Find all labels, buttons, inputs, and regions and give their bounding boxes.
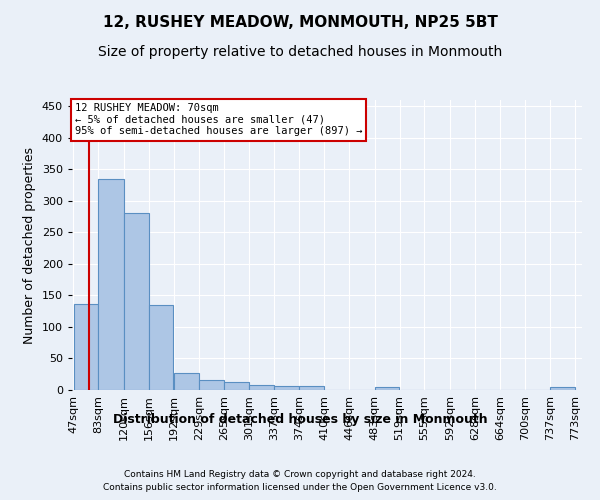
Text: Size of property relative to detached houses in Monmouth: Size of property relative to detached ho… <box>98 45 502 59</box>
Bar <box>274 386 299 390</box>
Bar <box>249 385 274 390</box>
Bar <box>124 213 149 390</box>
Bar <box>199 380 224 390</box>
Bar <box>224 382 249 390</box>
Text: Contains public sector information licensed under the Open Government Licence v3: Contains public sector information licen… <box>103 482 497 492</box>
Bar <box>375 387 400 390</box>
Text: Contains HM Land Registry data © Crown copyright and database right 2024.: Contains HM Land Registry data © Crown c… <box>124 470 476 479</box>
Bar <box>299 386 324 390</box>
Bar <box>174 373 199 390</box>
Y-axis label: Number of detached properties: Number of detached properties <box>23 146 36 344</box>
Text: 12 RUSHEY MEADOW: 70sqm
← 5% of detached houses are smaller (47)
95% of semi-det: 12 RUSHEY MEADOW: 70sqm ← 5% of detached… <box>75 103 362 136</box>
Text: Distribution of detached houses by size in Monmouth: Distribution of detached houses by size … <box>113 412 487 426</box>
Bar <box>149 305 173 390</box>
Bar <box>74 304 98 390</box>
Text: 12, RUSHEY MEADOW, MONMOUTH, NP25 5BT: 12, RUSHEY MEADOW, MONMOUTH, NP25 5BT <box>103 15 497 30</box>
Bar <box>550 387 575 390</box>
Bar <box>98 179 124 390</box>
